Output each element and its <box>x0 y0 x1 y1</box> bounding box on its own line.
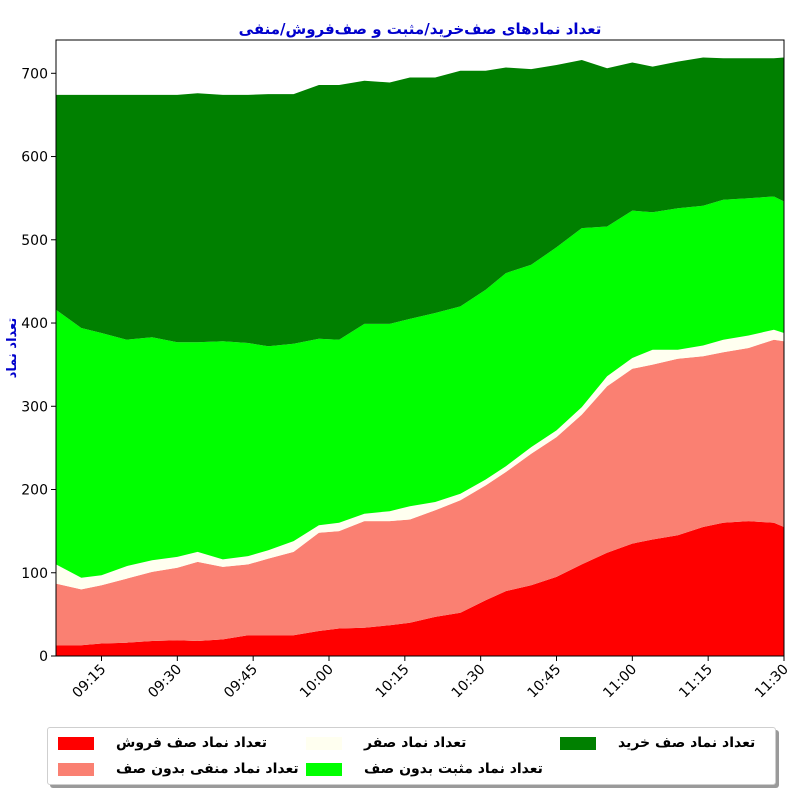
y-tick-label: 300 <box>21 399 48 415</box>
legend-item-zero: تعداد نماد صفر <box>306 733 466 753</box>
x-tick-label: 09:30 <box>145 662 185 702</box>
legend-label: تعداد نماد صف فروش <box>116 735 268 751</box>
legend-swatch <box>306 736 342 750</box>
y-tick-label: 700 <box>21 66 48 82</box>
y-tick-label: 400 <box>21 316 48 332</box>
legend-swatch <box>58 762 94 776</box>
plot-frame <box>55 39 785 657</box>
x-tick-label: 11:00 <box>600 662 640 702</box>
legend-item-negative: تعداد نماد منفی بدون صف <box>58 759 299 779</box>
legend-item-buy-queue: تعداد نماد صف خرید <box>560 733 755 753</box>
x-tick-label: 09:15 <box>69 662 109 702</box>
x-axis-ticks: 09:15 09:30 09:45 10:00 10:15 10:30 10:45 11:00… <box>69 656 792 702</box>
area-series-3 <box>56 196 784 578</box>
legend-label: تعداد نماد صف خرید <box>618 735 756 751</box>
chart-legend: تعداد نماد صف فروش تعداد نماد صفر تعداد … <box>47 727 776 785</box>
legend-item-positive: تعداد نماد مثبت بدون صف <box>306 759 543 779</box>
x-tick-label: 11:30 <box>752 662 792 702</box>
area-series-4 <box>56 57 784 347</box>
y-tick-label: 100 <box>21 566 48 582</box>
area-series-group <box>56 57 784 656</box>
area-series-1 <box>56 339 784 646</box>
x-tick-label: 09:45 <box>221 662 261 702</box>
x-tick-label: 10:45 <box>524 662 564 702</box>
legend-swatch <box>306 762 342 776</box>
y-tick-label: 0 <box>39 649 48 665</box>
x-tick-label: 10:30 <box>449 662 489 702</box>
legend-item-sell-queue: تعداد نماد صف فروش <box>58 733 267 753</box>
legend-swatch <box>58 736 94 750</box>
legend-label: تعداد نماد مثبت بدون صف <box>364 761 543 777</box>
y-tick-label: 600 <box>21 150 48 166</box>
x-tick-label: 10:15 <box>373 662 413 702</box>
y-tick-label: 500 <box>21 233 48 249</box>
legend-label: تعداد نماد صفر <box>364 735 467 751</box>
y-axis-label: تعداد نماد <box>5 318 20 379</box>
x-tick-label: 11:15 <box>676 662 716 702</box>
y-axis-ticks: 0 100 200 300 400 500 600 700 <box>21 66 56 665</box>
legend-label: تعداد نماد منفی بدون صف <box>116 761 299 777</box>
x-tick-label: 10:00 <box>297 662 337 702</box>
chart-title: تعداد نمادهای صف‌خرید/مثبت و صف‌فروش/منف… <box>239 20 602 38</box>
area-series-0 <box>56 521 784 656</box>
legend-swatch <box>560 736 596 750</box>
y-tick-label: 200 <box>21 483 48 499</box>
